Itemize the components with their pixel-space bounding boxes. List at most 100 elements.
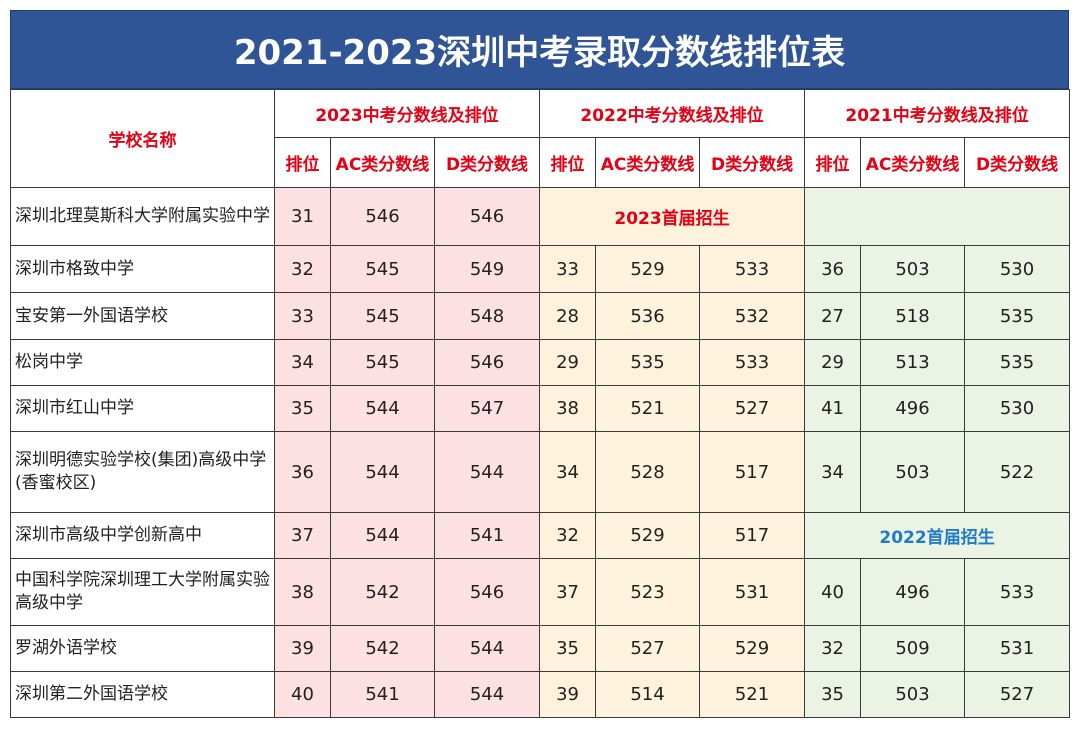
rank-2022: 35: [539, 625, 597, 672]
rank-2023: 32: [274, 245, 331, 293]
rank-2022: 32: [539, 512, 597, 559]
school-name: 深圳市高级中学创新高中: [10, 512, 275, 559]
ac-score-2022: 535: [595, 339, 701, 386]
rank-2022: 37: [539, 558, 597, 626]
sub-header-ac-2023: AC类分数线: [330, 137, 435, 188]
rank-2023: 38: [274, 558, 331, 626]
rank-2021: 41: [804, 385, 862, 432]
d-score-2022: 529: [699, 625, 806, 672]
table-row: 中国科学院深圳理工大学附属实验高级中学 38 542 546 37 523 53…: [10, 558, 1071, 626]
rank-2021: 35: [804, 671, 862, 718]
d-score-2023: 546: [433, 187, 541, 246]
school-name: 深圳市格致中学: [10, 245, 275, 293]
ac-score-2023: 544: [330, 385, 435, 432]
ac-score-2021: 503: [860, 245, 966, 293]
sub-header-d-2023: D类分数线: [433, 137, 541, 188]
ac-score-2021: 503: [860, 671, 966, 718]
rank-2021: 29: [804, 339, 862, 386]
ac-score-2023: 545: [330, 292, 435, 340]
d-score-2021: 535: [964, 339, 1071, 386]
sub-header-rank-2023: 排位: [274, 137, 331, 188]
rank-2022: 29: [539, 339, 597, 386]
d-score-2023: 541: [433, 512, 541, 559]
rank-2023: 40: [274, 671, 331, 718]
d-score-2022: 521: [699, 671, 806, 718]
ac-score-2023: 546: [330, 187, 435, 246]
table-row: 罗湖外语学校 39 542 544 35 527 529 32 509 531: [10, 625, 1071, 672]
ac-score-2021: 496: [860, 558, 966, 626]
rank-2023: 36: [274, 431, 331, 513]
d-score-2023: 546: [433, 339, 541, 386]
d-score-2022: 533: [699, 245, 806, 293]
sub-header-d-2021: D类分数线: [964, 137, 1071, 188]
ranking-table-document: 2021-2023深圳中考录取分数线排位表 学校名称 2023中考分数线及排位 …: [10, 10, 1071, 718]
ac-score-2022: 521: [595, 385, 701, 432]
d-score-2021: 530: [964, 245, 1071, 293]
ac-score-2023: 542: [330, 625, 435, 672]
ac-score-2023: 545: [330, 245, 435, 293]
d-score-2023: 548: [433, 292, 541, 340]
group-header-2023: 2023中考分数线及排位: [273, 89, 541, 138]
rank-2023: 35: [274, 385, 331, 432]
ac-score-2022: 527: [595, 625, 701, 672]
sub-header-ac-2021: AC类分数线: [860, 137, 966, 188]
d-score-2022: 517: [699, 431, 806, 513]
school-name: 深圳北理莫斯科大学附属实验中学: [10, 187, 275, 246]
d-score-2021: 535: [964, 292, 1071, 340]
rank-2021: 34: [804, 431, 862, 513]
ac-score-2023: 544: [330, 512, 435, 559]
ac-score-2022: 529: [595, 512, 701, 559]
rank-2023: 34: [274, 339, 331, 386]
table-row: 深圳市红山中学 35 544 547 38 521 527 41 496 530: [10, 385, 1071, 432]
school-name: 深圳第二外国语学校: [10, 671, 275, 718]
group-header-2021: 2021中考分数线及排位: [804, 89, 1071, 138]
table-row: 深圳第二外国语学校 40 541 544 39 514 521 35 503 5…: [10, 671, 1071, 718]
ac-score-2021: 509: [860, 625, 966, 672]
rank-2021: 36: [804, 245, 862, 293]
rank-2022: 34: [539, 431, 597, 513]
table-row: 深圳市高级中学创新高中 37 544 541 32 529 517 2022首届…: [10, 512, 1071, 559]
page-title: 2021-2023深圳中考录取分数线排位表: [10, 10, 1069, 89]
d-score-2021: 530: [964, 385, 1071, 432]
empty-2021-cell: [804, 187, 1071, 246]
table-row: 深圳北理莫斯科大学附属实验中学 31 546 546 2023首届招生: [10, 187, 1071, 246]
rank-2022: 33: [539, 245, 597, 293]
ac-score-2021: 513: [860, 339, 966, 386]
d-score-2021: 533: [964, 558, 1071, 626]
ac-score-2022: 528: [595, 431, 701, 513]
d-score-2023: 549: [433, 245, 541, 293]
rank-2023: 37: [274, 512, 331, 559]
rank-2022: 28: [539, 292, 597, 340]
d-score-2022: 517: [699, 512, 806, 559]
rank-2022: 38: [539, 385, 597, 432]
school-name: 深圳明德实验学校(集团)高级中学(香蜜校区): [10, 431, 275, 513]
rank-2023: 39: [274, 625, 331, 672]
d-score-2023: 544: [433, 671, 541, 718]
school-name: 中国科学院深圳理工大学附属实验高级中学: [10, 558, 275, 626]
school-name: 罗湖外语学校: [10, 625, 275, 672]
rank-2021: 40: [804, 558, 862, 626]
rank-2023: 31: [274, 187, 331, 246]
sub-header-rank-2022: 排位: [539, 137, 597, 188]
d-score-2021: 522: [964, 431, 1071, 513]
d-score-2023: 544: [433, 625, 541, 672]
school-name: 深圳市红山中学: [10, 385, 275, 432]
ac-score-2022: 536: [595, 292, 701, 340]
d-score-2022: 531: [699, 558, 806, 626]
ac-score-2023: 542: [330, 558, 435, 626]
ac-score-2023: 544: [330, 431, 435, 513]
d-score-2022: 532: [699, 292, 806, 340]
rank-2021: 32: [804, 625, 862, 672]
school-name: 松岗中学: [10, 339, 275, 386]
table-row: 松岗中学 34 545 546 29 535 533 29 513 535: [10, 339, 1071, 386]
d-score-2021: 531: [964, 625, 1071, 672]
sub-header-d-2022: D类分数线: [699, 137, 806, 188]
ac-score-2021: 518: [860, 292, 966, 340]
table-row: 宝安第一外国语学校 33 545 548 28 536 532 27 518 5…: [10, 292, 1071, 340]
rank-2023: 33: [274, 292, 331, 340]
table-row: 深圳明德实验学校(集团)高级中学(香蜜校区) 36 544 544 34 528…: [10, 431, 1071, 513]
table-row: 深圳市格致中学 32 545 549 33 529 533 36 503 530: [10, 245, 1071, 293]
school-name: 宝安第一外国语学校: [10, 292, 275, 340]
rank-2022: 39: [539, 671, 597, 718]
d-score-2023: 544: [433, 431, 541, 513]
